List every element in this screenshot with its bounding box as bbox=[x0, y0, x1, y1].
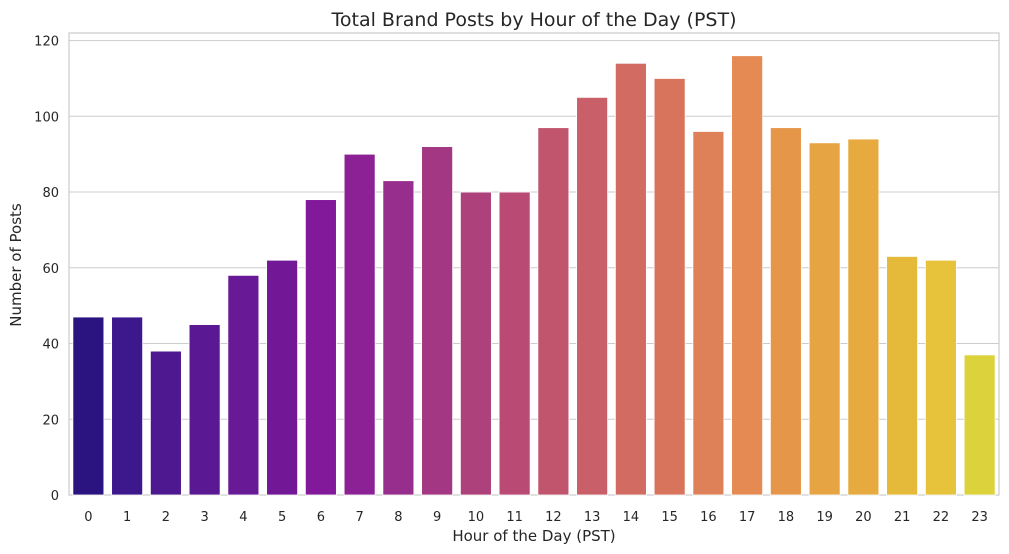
bar-hour-10 bbox=[459, 191, 492, 496]
bar-hour-15 bbox=[653, 78, 686, 496]
x-tick-label: 4 bbox=[239, 510, 247, 525]
x-tick-label: 21 bbox=[894, 510, 911, 525]
y-tick-label: 100 bbox=[34, 110, 59, 125]
x-tick-label: 11 bbox=[506, 510, 523, 525]
y-tick-label: 40 bbox=[42, 338, 59, 353]
bar-hour-12 bbox=[537, 127, 570, 496]
x-tick-label: 17 bbox=[739, 510, 756, 525]
x-tick-label: 12 bbox=[545, 510, 562, 525]
bar-hour-13 bbox=[576, 96, 609, 496]
bar-hour-19 bbox=[808, 142, 841, 496]
x-tick-label: 16 bbox=[700, 510, 717, 525]
y-tick-label: 20 bbox=[42, 413, 59, 428]
grid-lines bbox=[69, 40, 999, 496]
bar-hour-6 bbox=[304, 199, 337, 496]
x-tick-label: 13 bbox=[584, 510, 601, 525]
bar-hour-3 bbox=[188, 324, 221, 496]
bar-hour-0 bbox=[72, 316, 105, 496]
y-tick-label: 0 bbox=[51, 489, 59, 504]
bar-hour-4 bbox=[227, 274, 260, 496]
bar-hour-9 bbox=[421, 146, 454, 496]
x-tick-label: 22 bbox=[933, 510, 950, 525]
x-tick-label: 0 bbox=[84, 510, 92, 525]
y-tick-label: 80 bbox=[42, 186, 59, 201]
bar-hour-14 bbox=[614, 62, 647, 496]
x-tick-label: 6 bbox=[317, 510, 325, 525]
bar-hour-11 bbox=[498, 191, 531, 496]
x-tick-label: 19 bbox=[816, 510, 833, 525]
bar-hour-18 bbox=[769, 127, 802, 496]
x-tick-label: 8 bbox=[394, 510, 402, 525]
x-tick-label: 20 bbox=[855, 510, 872, 525]
y-tick-label: 60 bbox=[42, 262, 59, 277]
bar-hour-8 bbox=[382, 180, 415, 496]
y-tick-labels: 0 20 40 60 80 100 120 bbox=[34, 35, 59, 504]
bar-hour-17 bbox=[731, 55, 764, 496]
x-tick-label: 18 bbox=[778, 510, 795, 525]
bar-hour-23 bbox=[963, 354, 996, 496]
x-tick-label: 2 bbox=[162, 510, 170, 525]
x-tick-label: 14 bbox=[623, 510, 640, 525]
y-axis-label: Number of Posts bbox=[7, 203, 25, 327]
bar-hour-2 bbox=[149, 350, 182, 496]
x-tick-label: 9 bbox=[433, 510, 441, 525]
x-tick-labels: 0 1 2 3 4 5 6 7 8 9 10 11 12 13 14 15 16 17 18 19 20 21 22 23 bbox=[84, 510, 988, 525]
x-tick-label: 5 bbox=[278, 510, 286, 525]
bar-hour-7 bbox=[343, 153, 376, 496]
x-tick-label: 3 bbox=[200, 510, 208, 525]
bar-hour-16 bbox=[692, 131, 725, 496]
x-tick-label: 1 bbox=[123, 510, 131, 525]
bar-hour-22 bbox=[924, 259, 957, 496]
bar-hour-21 bbox=[886, 256, 919, 496]
bar-hour-20 bbox=[847, 138, 880, 496]
chart-title: Total Brand Posts by Hour of the Day (PS… bbox=[331, 9, 737, 31]
x-tick-label: 23 bbox=[971, 510, 988, 525]
x-tick-label: 7 bbox=[355, 510, 363, 525]
y-tick-label: 120 bbox=[34, 35, 59, 50]
bar-hour-1 bbox=[111, 316, 144, 496]
plot-frame bbox=[68, 32, 1000, 496]
x-axis-label: Hour of the Day (PST) bbox=[452, 527, 615, 545]
x-tick-label: 10 bbox=[468, 510, 485, 525]
bar-hour-5 bbox=[266, 259, 299, 496]
bars bbox=[72, 55, 996, 496]
x-tick-label: 15 bbox=[661, 510, 678, 525]
